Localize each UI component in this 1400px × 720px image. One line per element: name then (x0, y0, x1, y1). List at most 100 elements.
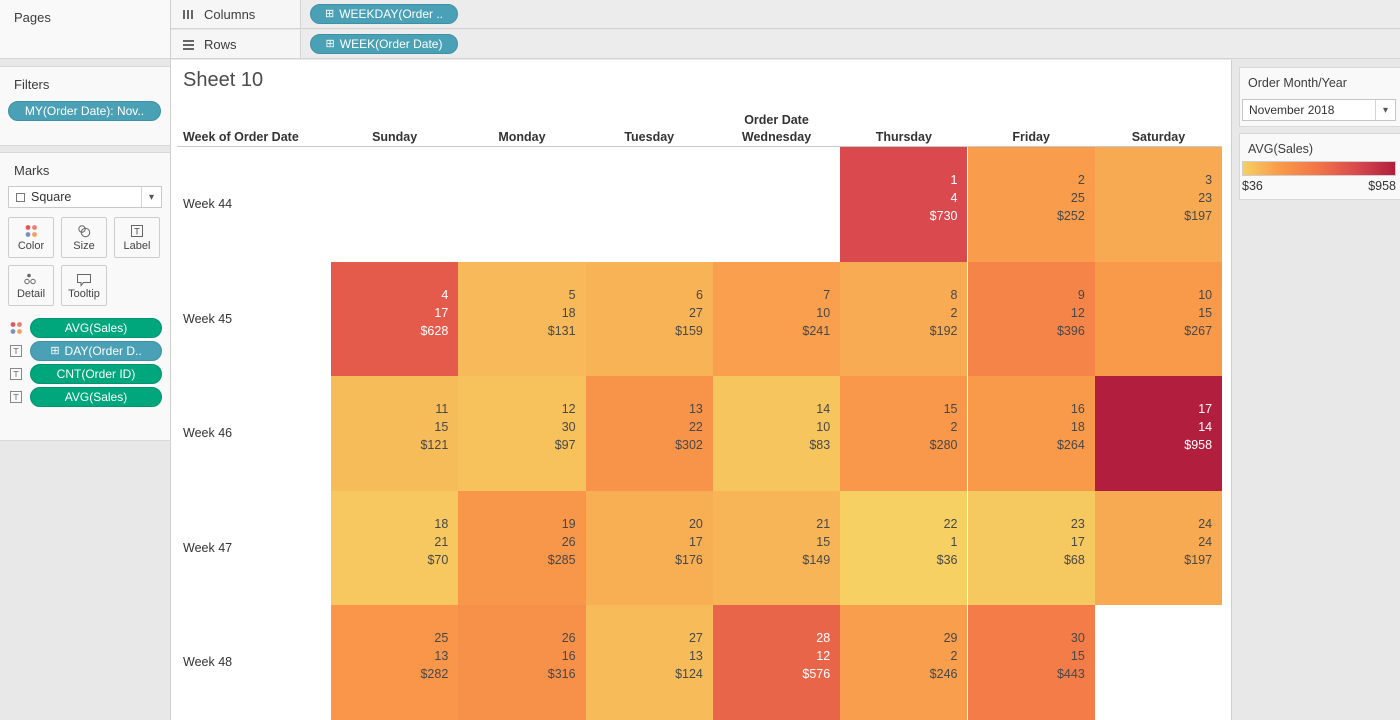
calendar-cell[interactable]: 29 2 $246 (840, 605, 968, 720)
cell-sales: $83 (809, 438, 831, 452)
cell-day: 22 (943, 516, 958, 531)
cell-count: 15 (1070, 649, 1085, 663)
calendar-cell[interactable]: 11 15 $121 (331, 376, 459, 491)
calendar-cell[interactable]: 1 4 $730 (840, 147, 968, 262)
calendar-cell[interactable]: 6 27 $159 (585, 261, 713, 376)
mark-button-label[interactable]: Label (114, 217, 160, 258)
month-filter-dropdown[interactable]: November 2018 ▾ (1242, 99, 1396, 121)
day-column-header[interactable]: Monday (498, 130, 546, 144)
cell-count: 21 (434, 534, 449, 549)
cell-count: 17 (688, 534, 703, 549)
tooltip-icon (75, 271, 93, 287)
cell-count: 14 (1198, 420, 1213, 434)
cell-count: 13 (688, 649, 703, 663)
calendar-cell[interactable]: 9 12 $396 (967, 261, 1095, 376)
mark-button-detail[interactable]: Detail (8, 265, 54, 306)
cell-day: 30 (1070, 631, 1085, 645)
calendar-cell[interactable]: 26 16 $316 (458, 605, 586, 720)
columns-shelf[interactable]: Columns ⊞ WEEKDAY(Order .. (171, 0, 1400, 29)
pages-shelf[interactable]: Pages (0, 0, 170, 59)
mark-pill[interactable]: ⊞ DAY(Order D.. (30, 341, 162, 361)
chevron-down-icon[interactable]: ▾ (141, 187, 161, 207)
cell-sales: $241 (802, 323, 831, 338)
calendar-cell[interactable]: 30 15 $443 (967, 605, 1095, 720)
left-sidebar: Pages Filters MY(Order Date): Nov.. Mark… (0, 0, 171, 720)
mark-pill-row: AVG(Sales) (8, 387, 162, 407)
filter-pill-order-date[interactable]: MY(Order Date): Nov.. (8, 101, 161, 121)
rows-pill-week[interactable]: ⊞ WEEK(Order Date) (310, 34, 458, 54)
mark-button-tooltip[interactable]: Tooltip (61, 265, 107, 306)
cell-day: 2 (1077, 173, 1085, 187)
calendar-cell[interactable]: 3 23 $197 (1094, 147, 1223, 262)
calendar-cell[interactable]: 19 26 $285 (458, 490, 586, 605)
cell-count: 18 (561, 305, 576, 320)
cell-count: 17 (1070, 534, 1085, 549)
calendar-cell[interactable]: 2 25 $252 (967, 147, 1095, 262)
calendar-cell[interactable]: 24 24 $197 (1094, 490, 1223, 605)
calendar-cell[interactable]: 4 17 $628 (331, 261, 459, 376)
cell-count: 15 (434, 420, 449, 434)
calendar-cell[interactable]: 13 22 $302 (585, 376, 713, 491)
color-legend-gradient[interactable] (1242, 161, 1396, 176)
day-column-header[interactable]: Tuesday (624, 130, 675, 144)
plus-box-icon: ⊞ (324, 7, 335, 20)
calendar-cell[interactable]: 10 15 $267 (1094, 261, 1223, 376)
calendar-cell[interactable]: 14 10 $83 (712, 376, 841, 491)
calendar-cell[interactable]: 28 12 $576 (712, 605, 841, 720)
cell-sales: $159 (675, 323, 703, 338)
label-icon (129, 223, 145, 239)
rows-shelf[interactable]: Rows ⊞ WEEK(Order Date) (171, 30, 1400, 59)
mark-pill[interactable]: AVG(Sales) (30, 318, 162, 338)
mark-button-label: Size (73, 240, 95, 252)
week-row-header[interactable]: Week 46 (183, 426, 233, 441)
pages-title: Pages (14, 10, 51, 25)
calendar-cell[interactable]: 25 13 $282 (331, 605, 459, 720)
marks-title: Marks (14, 163, 50, 178)
legend-min-label: $36 (1242, 179, 1263, 193)
cell-sales: $576 (802, 667, 831, 681)
week-row-header[interactable]: Week 48 (183, 655, 233, 670)
calendar-cell[interactable]: 21 15 $149 (712, 490, 841, 605)
calendar-cell[interactable]: 12 30 $97 (458, 376, 586, 491)
week-row-header[interactable]: Week 47 (183, 540, 233, 555)
cell-day: 10 (1198, 287, 1213, 302)
day-column-header[interactable]: Saturday (1131, 130, 1186, 144)
mark-button-size[interactable]: Size (61, 217, 107, 258)
filters-title: Filters (14, 77, 50, 92)
calendar-cell[interactable]: 17 14 $958 (1094, 376, 1223, 491)
calendar-cell[interactable]: 7 10 $241 (712, 261, 841, 376)
day-column-header[interactable]: Thursday (875, 130, 932, 144)
mark-pill-row: CNT(Order ID) (8, 364, 162, 384)
cell-count: 2 (950, 649, 958, 663)
calendar-cell[interactable]: 22 1 $36 (840, 490, 968, 605)
day-column-header[interactable]: Friday (1012, 130, 1050, 144)
cell-day: 6 (695, 287, 703, 302)
week-row-header[interactable]: Week 44 (183, 197, 233, 212)
cell-count: 18 (1070, 420, 1085, 434)
cell-sales: $121 (420, 438, 449, 452)
rows-icon (182, 38, 196, 51)
mark-type-dropdown[interactable]: Square ▾ (8, 186, 162, 208)
visualization-pane: Sheet 10 Order Date Week of Order Date S… (171, 60, 1232, 720)
calendar-cell[interactable]: 15 2 $280 (840, 376, 968, 491)
cell-day: 4 (441, 287, 449, 302)
calendar-cell[interactable]: 23 17 $68 (967, 490, 1095, 605)
calendar-cell[interactable]: 20 17 $176 (585, 490, 713, 605)
day-column-header[interactable]: Sunday (372, 130, 418, 144)
filters-shelf[interactable]: Filters MY(Order Date): Nov.. (0, 66, 170, 146)
columns-pill-weekday[interactable]: ⊞ WEEKDAY(Order .. (310, 4, 458, 24)
calendar-cell[interactable]: 5 18 $131 (458, 261, 586, 376)
calendar-cell[interactable]: 16 18 $264 (967, 376, 1095, 491)
day-column-header[interactable]: Wednesday (741, 130, 812, 144)
mark-pill[interactable]: CNT(Order ID) (30, 364, 162, 384)
week-row-header[interactable]: Week 45 (183, 311, 233, 326)
calendar-cell[interactable]: 27 13 $124 (585, 605, 713, 720)
mark-pill[interactable]: AVG(Sales) (30, 387, 162, 407)
cell-sales: $264 (1056, 438, 1085, 452)
text-icon (8, 390, 24, 405)
chevron-down-icon[interactable]: ▾ (1375, 100, 1395, 120)
mark-button-color[interactable]: Color (8, 217, 54, 258)
square-icon (16, 192, 25, 202)
calendar-cell[interactable]: 18 21 $70 (331, 490, 459, 605)
calendar-cell[interactable]: 8 2 $192 (840, 261, 968, 376)
